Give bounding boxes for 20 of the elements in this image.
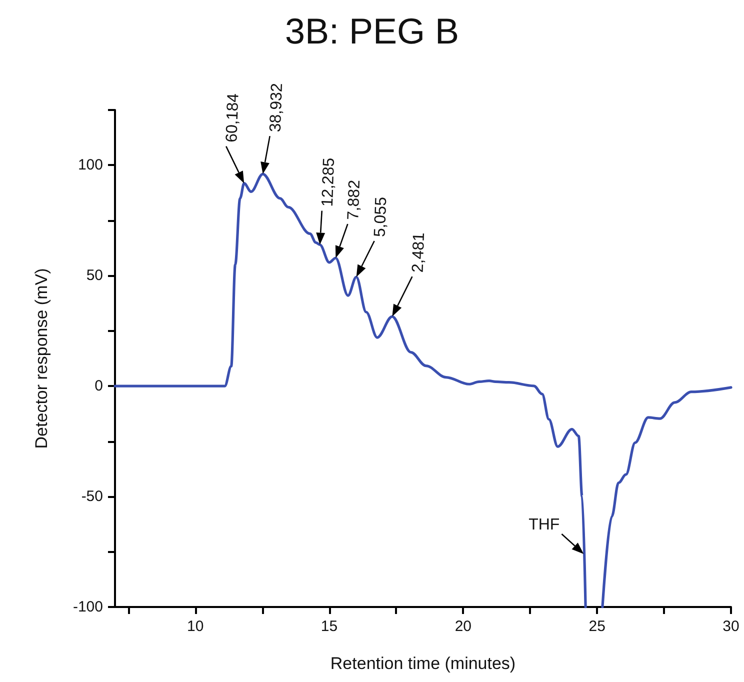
y-tick-label: 50	[86, 267, 103, 284]
annotation: 60,184	[224, 93, 242, 143]
x-tick-label: 30	[722, 618, 740, 635]
y-tick-label: 0	[94, 378, 103, 395]
x-tick-label: 20	[454, 618, 472, 635]
x-tick-label: 25	[588, 618, 606, 635]
y-axis-title: Detector response (mV)	[32, 268, 51, 449]
annotation: 5,055	[372, 196, 390, 238]
annotation: THF	[528, 516, 560, 534]
annotation: 12,285	[319, 157, 338, 208]
x-axis-title: Retention time (minutes)	[330, 654, 516, 673]
x-tick-label: 10	[187, 618, 204, 635]
annotation: 7,882	[345, 180, 364, 220]
x-tick-label: 15	[320, 618, 338, 635]
y-tick-label: 100	[78, 156, 103, 174]
annotation: 2,481	[410, 232, 428, 273]
y-tick-label: -100	[72, 598, 103, 616]
chart-title: 3B: PEG B	[284, 10, 460, 52]
annotation: 38,932	[267, 82, 286, 132]
y-tick-label: -50	[81, 488, 103, 506]
